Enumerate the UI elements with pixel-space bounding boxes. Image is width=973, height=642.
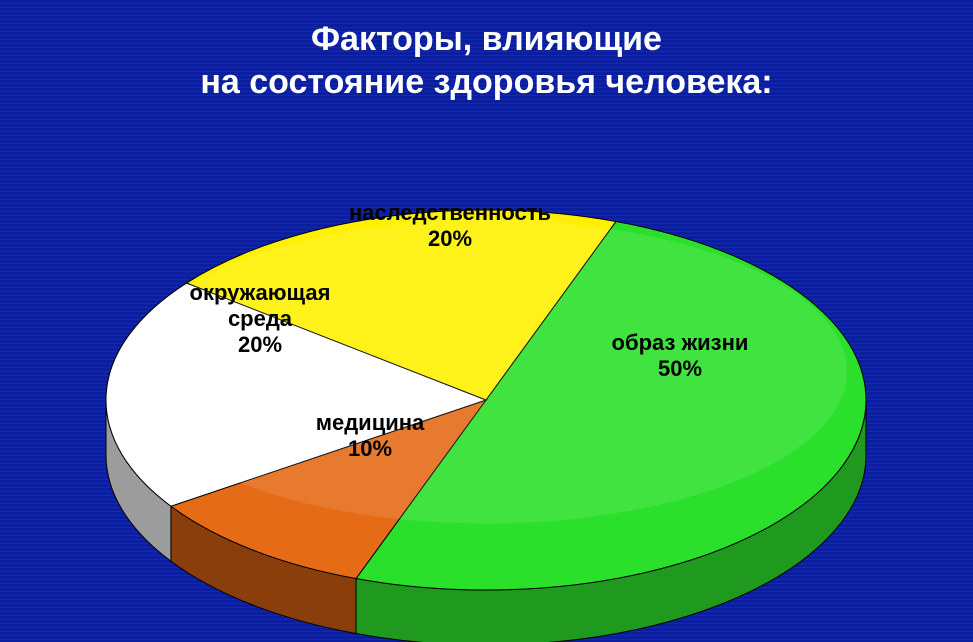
pie-chart-slide: образ жизни50%медицина10%окружающаясреда…: [0, 0, 973, 642]
slide-title: Факторы, влияющие на состояние здоровья …: [0, 18, 973, 103]
pie-top-highlight: [125, 220, 847, 524]
